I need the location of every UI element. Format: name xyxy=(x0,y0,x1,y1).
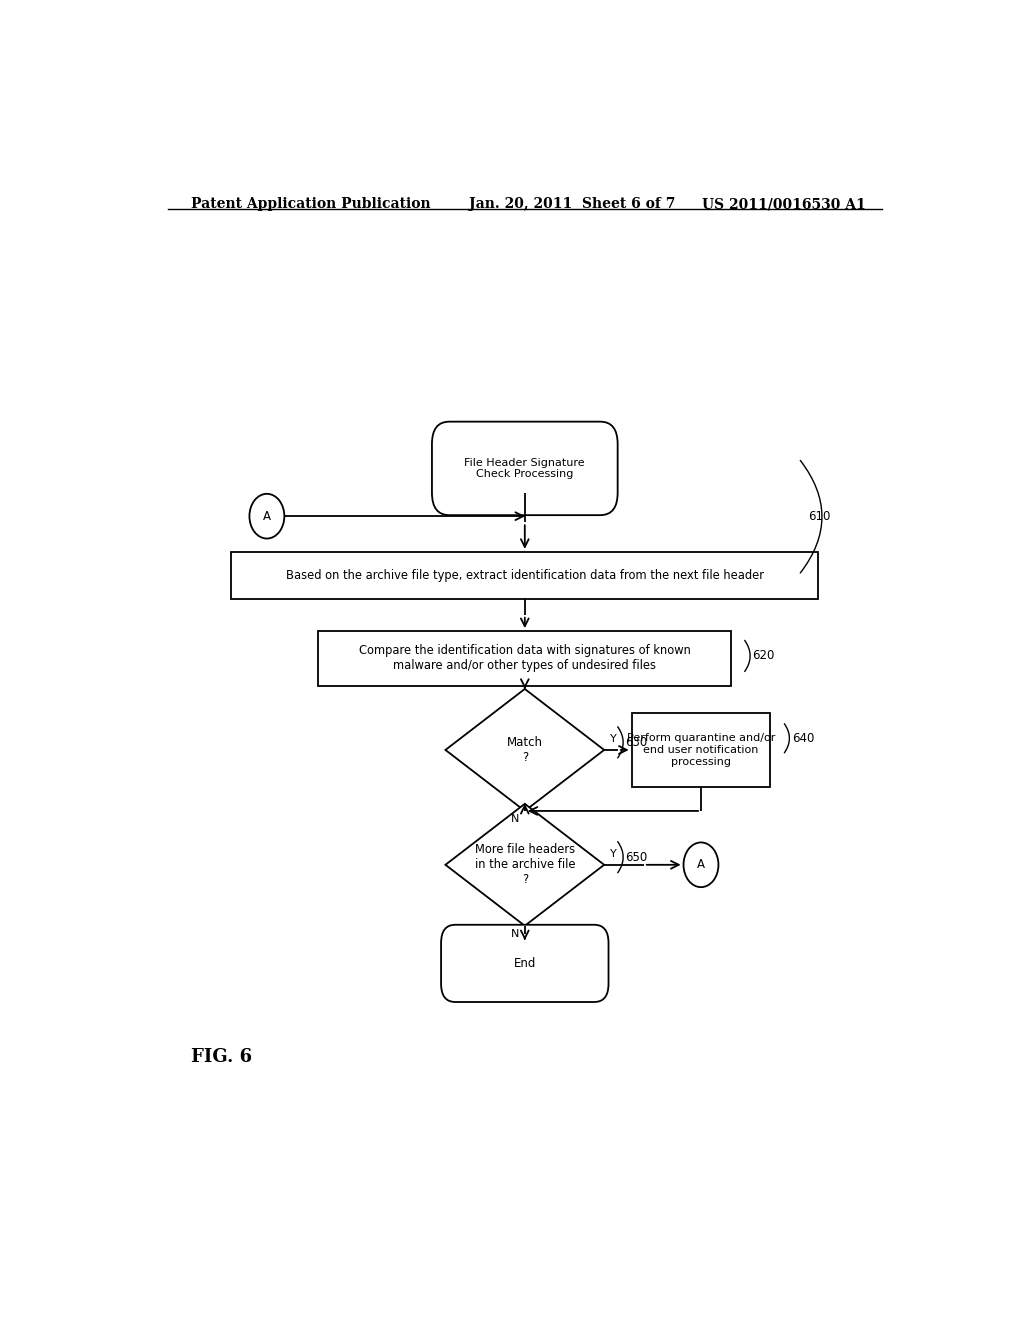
Text: More file headers
in the archive file
?: More file headers in the archive file ? xyxy=(474,843,575,886)
Text: Match
?: Match ? xyxy=(507,737,543,764)
Text: Based on the archive file type, extract identification data from the next file h: Based on the archive file type, extract … xyxy=(286,569,764,582)
FancyBboxPatch shape xyxy=(432,421,617,515)
Text: N: N xyxy=(511,929,519,939)
Text: A: A xyxy=(263,510,271,523)
Text: Patent Application Publication: Patent Application Publication xyxy=(191,197,431,211)
Circle shape xyxy=(250,494,285,539)
Bar xyxy=(632,713,770,787)
Text: 650: 650 xyxy=(626,850,648,863)
Text: Y: Y xyxy=(609,734,616,744)
Text: Compare the identification data with signatures of known
malware and/or other ty: Compare the identification data with sig… xyxy=(358,644,691,672)
Polygon shape xyxy=(445,689,604,810)
Bar xyxy=(318,631,731,686)
Text: File Header Signature
Check Processing: File Header Signature Check Processing xyxy=(465,458,585,479)
FancyBboxPatch shape xyxy=(441,925,608,1002)
Text: 610: 610 xyxy=(808,511,830,523)
Text: FIG. 6: FIG. 6 xyxy=(191,1048,253,1065)
Text: End: End xyxy=(514,957,536,970)
Bar xyxy=(231,552,818,598)
Text: Perform quarantine and/or
end user notification
processing: Perform quarantine and/or end user notif… xyxy=(627,734,775,767)
Text: 640: 640 xyxy=(793,731,815,744)
Circle shape xyxy=(684,842,719,887)
Text: 620: 620 xyxy=(753,649,775,663)
Text: Jan. 20, 2011  Sheet 6 of 7: Jan. 20, 2011 Sheet 6 of 7 xyxy=(469,197,676,211)
Polygon shape xyxy=(445,804,604,925)
Text: N: N xyxy=(511,814,519,824)
Text: Y: Y xyxy=(609,849,616,859)
Text: US 2011/0016530 A1: US 2011/0016530 A1 xyxy=(702,197,866,211)
Text: A: A xyxy=(697,858,705,871)
Text: 630: 630 xyxy=(626,735,648,748)
